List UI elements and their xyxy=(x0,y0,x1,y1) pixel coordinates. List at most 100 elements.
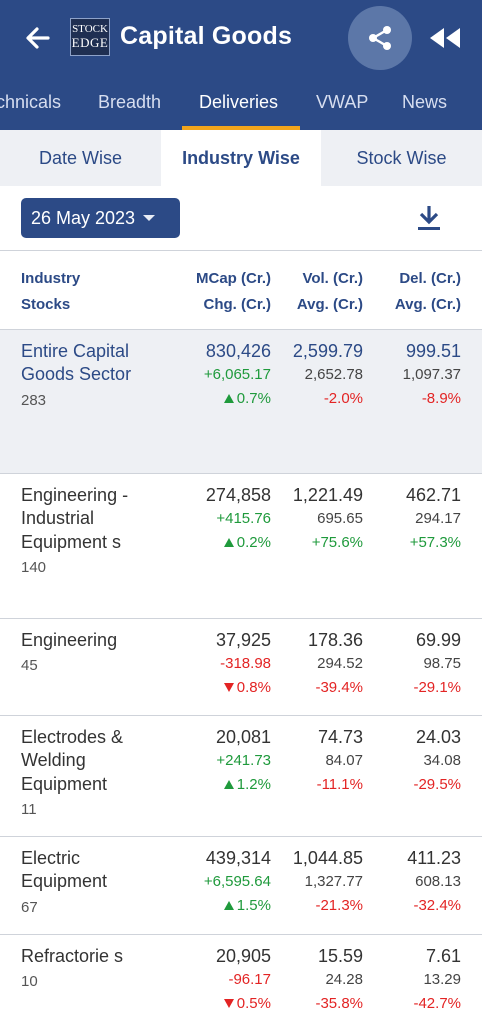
divider xyxy=(0,250,482,251)
triangle-up-icon xyxy=(223,538,234,548)
volume-avg: 24.28 xyxy=(325,971,363,989)
delivery-value: 462.71 xyxy=(405,485,461,505)
volume-percent: -2.0% xyxy=(323,390,363,408)
change-value: -96.17 xyxy=(228,971,271,989)
volume-percent: -11.1% xyxy=(316,776,363,794)
volume-column: 74.73 84.07 -11.1% xyxy=(317,726,363,797)
volume-column: 1,044.85 1,327.77 -21.3% xyxy=(293,847,363,918)
rewind-button[interactable] xyxy=(426,24,466,52)
change-value: +6,595.64 xyxy=(203,873,271,891)
back-button[interactable] xyxy=(22,22,54,54)
mcap-column: 20,081 +241.73 1.2% xyxy=(216,726,271,797)
divider xyxy=(0,329,482,330)
delivery-percent: -29.5% xyxy=(413,776,461,794)
industry-name: Electric Equipment 67 xyxy=(21,847,141,919)
table-row[interactable]: Refractorie s 10 20,905 -96.17 0.5% 15.59 24.2… xyxy=(0,935,482,1024)
industry-name-text: Engineering - Industrial Equipment s xyxy=(21,485,129,552)
table-row[interactable]: Engineering - Industrial Equipment s 140 2… xyxy=(0,474,482,618)
industry-name: Electrodes & Welding Equipment 11 xyxy=(21,726,141,822)
download-icon xyxy=(418,206,440,230)
change-percent: 1.2% xyxy=(216,773,271,797)
download-button[interactable] xyxy=(414,203,444,233)
change-value: +415.76 xyxy=(216,510,271,528)
mcap-value: 37,925 xyxy=(215,630,271,650)
volume-value: 2,599.79 xyxy=(292,341,363,361)
table-row[interactable]: Electrodes & Welding Equipment 11 20,081 +2… xyxy=(0,716,482,836)
back-arrow-icon xyxy=(26,27,50,49)
subtab-date-wise[interactable]: Date Wise xyxy=(38,147,123,168)
tab-news[interactable]: News xyxy=(402,92,448,112)
header-vol-avg[interactable]: Vol. (Cr.) Avg. (Cr.) xyxy=(297,266,363,318)
change-percent: 0.7% xyxy=(204,387,271,411)
stock-count: 67 xyxy=(21,898,38,916)
industry-name-text: Entire Capital Goods Sector xyxy=(21,341,132,385)
stock-count: 11 xyxy=(21,801,37,819)
percent-text: 0.7% xyxy=(236,390,271,408)
mcap-column: 20,905 -96.17 0.5% xyxy=(216,945,271,1016)
volume-avg: 695.65 xyxy=(317,510,363,528)
delivery-value: 69.99 xyxy=(415,630,461,650)
header-del-avg[interactable]: Del. (Cr.) Avg. (Cr.) xyxy=(395,266,461,318)
triangle-down-icon xyxy=(223,683,234,693)
delivery-percent: -42.7% xyxy=(413,995,461,1013)
logo-line1: STOCK xyxy=(72,23,108,35)
volume-value: 15.59 xyxy=(317,946,363,966)
industry-name: Entire Capital Goods Sector 283 xyxy=(21,340,141,412)
delivery-percent: -32.4% xyxy=(413,897,461,915)
header-label: Industry xyxy=(21,270,81,287)
percent-text: 1.5% xyxy=(236,897,271,915)
tab-deliveries[interactable]: Deliveries xyxy=(199,92,279,112)
tab-vwap[interactable]: VWAP xyxy=(316,92,369,112)
change-value: +241.73 xyxy=(216,752,271,770)
date-value: 26 May 2023 xyxy=(31,207,136,228)
subtab-stock-wise[interactable]: Stock Wise xyxy=(356,147,447,168)
volume-percent: -39.4% xyxy=(315,679,363,697)
change-percent: 0.5% xyxy=(216,992,271,1016)
divider xyxy=(0,715,482,716)
delivery-avg: 294.17 xyxy=(415,510,461,528)
subtab-industry-wise[interactable]: Industry Wise xyxy=(161,130,321,186)
mcap-column: 37,925 -318.98 0.8% xyxy=(216,629,271,700)
volume-avg: 84.07 xyxy=(325,752,363,770)
table-row[interactable]: Electric Equipment 67 439,314 +6,595.64 1.5%… xyxy=(0,837,482,934)
table-row[interactable]: Engineering 45 37,925 -318.98 0.8% 178.36 294.… xyxy=(0,619,482,715)
volume-avg: 2,652.78 xyxy=(304,366,363,384)
table-row[interactable]: Entire Capital Goods Sector 283 830,426 +6,… xyxy=(0,330,482,473)
industry-name-text: Refractorie s xyxy=(21,946,124,966)
header-label: Vol. (Cr.) xyxy=(302,270,363,287)
tab-breadth[interactable]: Breadth xyxy=(98,92,162,112)
divider xyxy=(0,473,482,474)
volume-percent: +75.6% xyxy=(311,534,363,552)
divider xyxy=(0,836,482,837)
delivery-value: 24.03 xyxy=(415,727,461,747)
volume-column: 1,221.49 695.65 +75.6% xyxy=(293,484,363,555)
header-label: Avg. (Cr.) xyxy=(394,296,461,313)
industry-name: Engineering - Industrial Equipment s 140 xyxy=(21,484,141,580)
delivery-avg: 1,097.37 xyxy=(402,366,461,384)
header-industry-stocks[interactable]: Industry Stocks xyxy=(21,266,80,318)
logo-line2: EDGE xyxy=(71,35,109,50)
volume-value: 178.36 xyxy=(307,630,363,650)
volume-value: 1,044.85 xyxy=(292,848,363,868)
delivery-avg: 13.29 xyxy=(423,971,461,989)
divider xyxy=(0,618,482,619)
divider xyxy=(0,934,482,935)
mcap-value: 830,426 xyxy=(205,341,271,361)
delivery-percent: -8.9% xyxy=(421,390,461,408)
header-mcap-chg[interactable]: MCap (Cr.) Chg. (Cr.) xyxy=(196,266,271,318)
rewind-icon xyxy=(430,28,460,48)
mcap-value: 20,081 xyxy=(215,727,271,747)
header-label: MCap (Cr.) xyxy=(196,270,271,287)
volume-avg: 294.52 xyxy=(317,655,363,673)
percent-text: 0.2% xyxy=(236,534,271,552)
caret-down-icon xyxy=(143,215,156,221)
industry-name-text: Electric Equipment xyxy=(21,848,108,892)
delivery-percent: -29.1% xyxy=(413,679,461,697)
header-label: Stocks xyxy=(21,296,71,313)
date-dropdown[interactable]: 26 May 2023 xyxy=(21,198,180,238)
triangle-down-icon xyxy=(223,999,234,1009)
industry-name-text: Engineering xyxy=(21,630,118,650)
change-percent: 1.5% xyxy=(204,894,271,918)
tab-technicals[interactable]: chnicals xyxy=(0,92,62,112)
share-button[interactable] xyxy=(348,6,412,70)
